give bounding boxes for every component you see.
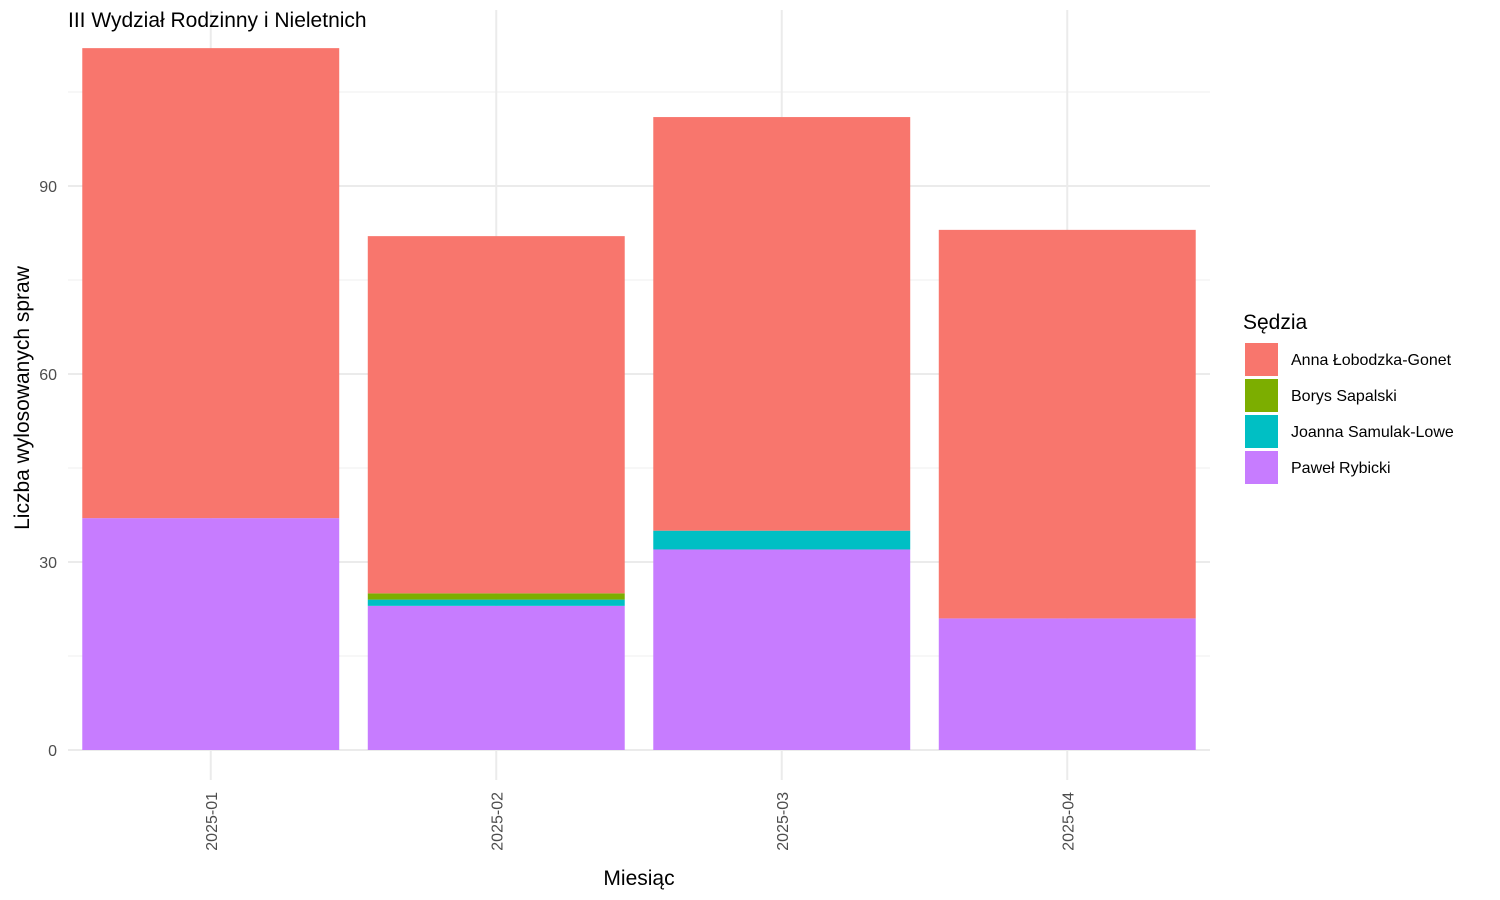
bar-segment xyxy=(367,236,625,594)
bar-segment xyxy=(938,618,1196,750)
bars xyxy=(82,48,1196,750)
legend-label: Paweł Rybicki xyxy=(1291,460,1391,477)
chart-title: III Wydział Rodzinny i Nieletnich xyxy=(68,9,367,32)
x-tick-label: 2025-03 xyxy=(775,792,792,851)
x-axis-title: Miesiąc xyxy=(603,867,674,890)
x-tick-label: 2025-02 xyxy=(489,792,506,851)
legend-key xyxy=(1245,343,1278,376)
y-tick-labels: 0 30 60 90 xyxy=(39,179,57,760)
y-tick-label: 0 xyxy=(48,743,57,760)
x-tick-label: 2025-04 xyxy=(1060,792,1077,851)
x-tick-label: 2025-01 xyxy=(204,792,221,851)
bar-segment xyxy=(938,229,1196,619)
legend: Sędzia Anna Łobodzka-Gonet Borys Sapalski… xyxy=(1243,311,1454,484)
y-axis-title: Liczba wylosowanych spraw xyxy=(11,265,34,530)
bar-segment xyxy=(82,48,340,519)
legend-key xyxy=(1245,451,1278,484)
legend-label: Joanna Samulak-Lowe xyxy=(1291,424,1454,441)
y-tick-label: 30 xyxy=(39,555,57,572)
y-tick-label: 90 xyxy=(39,179,57,196)
legend-key xyxy=(1245,379,1278,412)
bar-segment xyxy=(82,518,340,750)
bar-segment xyxy=(367,593,625,600)
legend-key xyxy=(1245,415,1278,448)
legend-label: Borys Sapalski xyxy=(1291,388,1397,405)
bar-segment xyxy=(653,549,911,750)
legend-items: Anna Łobodzka-Gonet Borys Sapalski Joanna … xyxy=(1245,343,1454,484)
legend-label: Anna Łobodzka-Gonet xyxy=(1291,352,1452,369)
bar-segment xyxy=(367,605,625,750)
y-tick-label: 60 xyxy=(39,367,57,384)
x-tick-labels: 2025-01 2025-02 2025-03 2025-04 xyxy=(204,792,1078,851)
legend-title: Sędzia xyxy=(1243,311,1308,334)
bar-segment xyxy=(653,530,911,550)
bar-segment xyxy=(367,599,625,606)
bar-segment xyxy=(653,117,911,531)
